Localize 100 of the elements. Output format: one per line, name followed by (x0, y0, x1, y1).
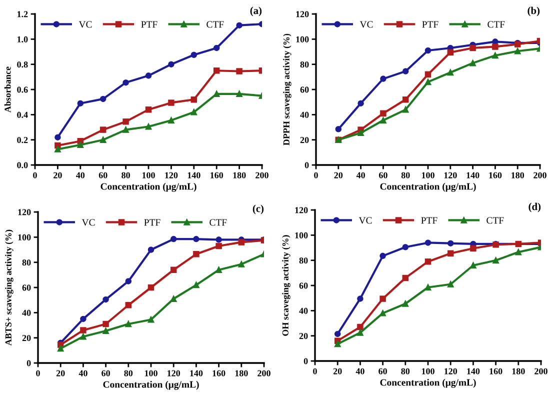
point (357, 324, 364, 330)
x-tick-label: 80 (401, 172, 410, 178)
point (358, 100, 364, 106)
x-tick-label: 160 (490, 368, 502, 374)
y-tick-label: 120 (18, 209, 31, 216)
y-tick-label: 60 (299, 282, 308, 289)
y-tick-label: 60 (300, 86, 309, 93)
x-tick-label: 60 (378, 172, 388, 178)
x-tick-label: 80 (401, 368, 410, 374)
point (145, 123, 152, 130)
x-tick-label: 80 (122, 172, 130, 178)
point (357, 296, 364, 302)
point (190, 96, 198, 103)
point (102, 296, 109, 303)
x-tick-label: 160 (212, 370, 226, 376)
point (168, 61, 174, 68)
legend-label: CTF (210, 219, 227, 226)
x-tick-label: 120 (444, 368, 458, 374)
y-tick-label: 0.8 (17, 61, 28, 68)
y-tick-label: 100 (295, 232, 308, 238)
x-tick-label: 0 (36, 370, 40, 376)
y-tick-label: 0.0 (17, 162, 28, 168)
y-tick-label: 100 (18, 234, 31, 240)
x-axis-title: Concentration (μg/mL) (100, 182, 196, 192)
point (334, 340, 341, 348)
x-tick-label: 200 (258, 370, 270, 376)
point (122, 118, 129, 125)
point (402, 68, 409, 74)
x-tick-label: 140 (188, 172, 200, 178)
x-tick-label: 20 (56, 370, 65, 376)
x-tick-label: 0 (314, 172, 318, 178)
y-tick-label: 0 (304, 358, 308, 364)
y-tick-label: 20 (299, 332, 308, 340)
point (515, 249, 522, 256)
point (148, 246, 154, 253)
legend-label: PTF (141, 21, 158, 28)
x-tick-label: 40 (356, 172, 365, 178)
x-tick-label: 180 (233, 172, 246, 178)
point (424, 284, 432, 291)
point (514, 48, 521, 54)
point (170, 296, 177, 302)
point (216, 236, 222, 243)
point (125, 302, 132, 308)
point (424, 47, 432, 54)
x-tick-label: 140 (467, 368, 480, 374)
point (402, 106, 409, 113)
point (145, 72, 152, 79)
legend-label: PTF (144, 219, 160, 226)
x-tick-label: 20 (334, 172, 343, 178)
x-tick-label: 0 (33, 172, 37, 178)
point (213, 68, 220, 74)
y-axis-title: OH scaveging activity (%) (282, 235, 290, 336)
y-tick-label: 0 (26, 360, 31, 366)
x-tick-label: 100 (144, 370, 158, 376)
x-tick-label: 180 (235, 370, 248, 376)
y-tick-label: 1.0 (17, 36, 28, 42)
x-tick-label: 60 (102, 370, 110, 376)
y-axis-title: Absorbance (4, 66, 11, 112)
x-tick-label: 200 (256, 172, 268, 178)
point (100, 96, 106, 102)
x-tick-label: 60 (98, 172, 108, 178)
x-axis-title: Concentration (μg/mL) (103, 380, 199, 390)
legend-label: VC (360, 21, 373, 28)
point (170, 266, 177, 274)
point (358, 130, 364, 136)
point (447, 281, 454, 288)
point (470, 245, 476, 252)
y-tick-label: 0.6 (17, 86, 28, 93)
x-tick-label: 40 (76, 172, 85, 178)
point (447, 49, 454, 56)
point (334, 330, 341, 338)
y-tick-label: 80 (300, 61, 309, 68)
point (216, 266, 222, 274)
chart-title: (a) (250, 6, 262, 16)
y-tick-label: 0.4 (17, 112, 28, 118)
x-tick-label: 140 (466, 172, 480, 178)
point (125, 320, 132, 328)
y-tick-label: 40 (299, 308, 308, 314)
x-axis-title: Concentration (μg/mL) (380, 378, 476, 388)
point (380, 252, 386, 260)
point (447, 250, 454, 257)
point (193, 251, 200, 258)
point (125, 278, 132, 284)
y-tick-label: 40 (22, 310, 31, 316)
y-tick-label: 0.2 (17, 136, 28, 144)
point (238, 239, 245, 246)
point (193, 236, 200, 242)
point (424, 71, 432, 78)
point (213, 44, 220, 52)
point (216, 242, 222, 250)
point (80, 333, 86, 340)
point (380, 76, 386, 82)
point (380, 110, 386, 117)
legend-label: VC (78, 21, 92, 28)
y-tick-label: 0 (304, 162, 309, 168)
x-tick-label: 120 (168, 370, 180, 376)
legend-label: CTF (206, 21, 224, 28)
x-axis-title: Concentration (μg/mL) (380, 182, 476, 192)
point (380, 117, 386, 124)
y-tick-label: 120 (295, 207, 308, 214)
